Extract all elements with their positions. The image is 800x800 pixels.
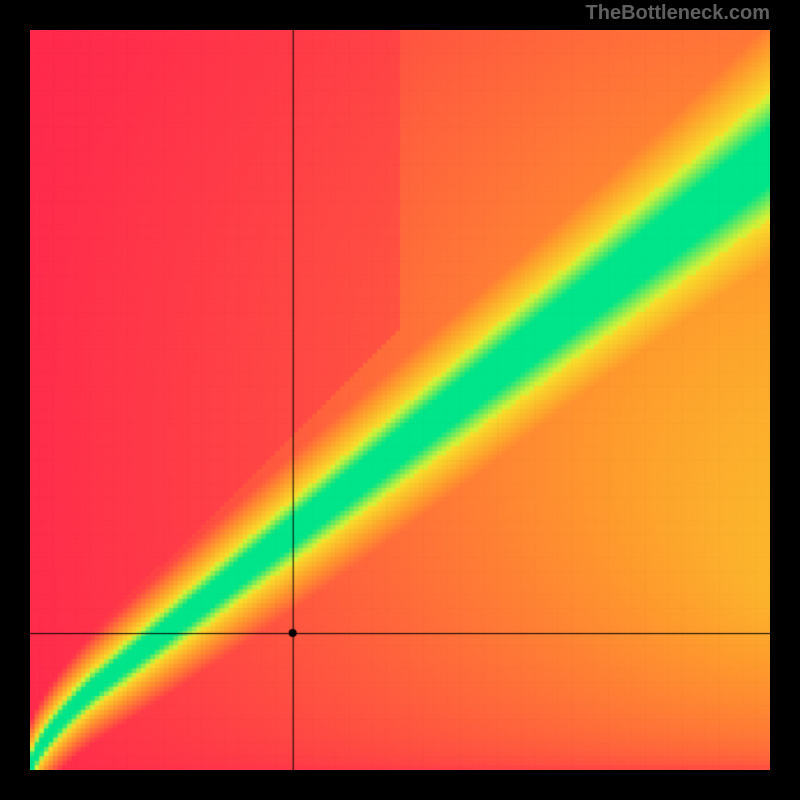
chart-container: TheBottleneck.com <box>0 0 800 800</box>
watermark-text: TheBottleneck.com <box>586 2 770 25</box>
bottleneck-heatmap <box>30 30 770 770</box>
